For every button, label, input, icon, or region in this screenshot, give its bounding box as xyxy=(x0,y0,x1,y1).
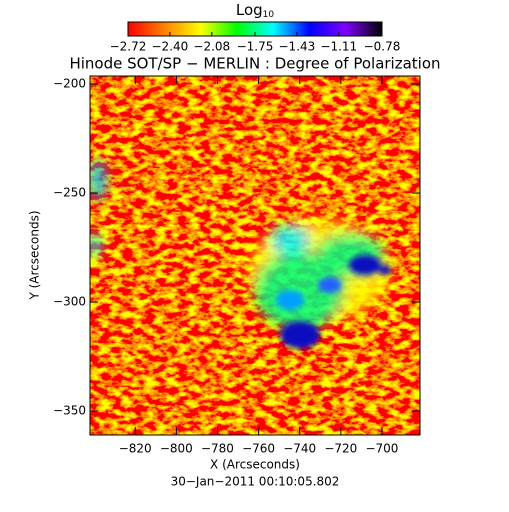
date-label: 30−Jan−2011 00:10:05.802 xyxy=(171,475,340,489)
x-tick-label: −700 xyxy=(365,442,398,456)
heatmap-image xyxy=(90,76,420,435)
x-tick-label: −800 xyxy=(160,442,193,456)
x-axis-label: X (Arcseconds) xyxy=(210,458,300,472)
y-axis-label: Y (Arcseconds) xyxy=(28,210,42,300)
y-tick-label: −300 xyxy=(53,295,86,309)
colorbar-tick-label: −1.11 xyxy=(320,40,357,54)
chart-title: Hinode SOT/SP − MERLIN : Degree of Polar… xyxy=(69,55,440,73)
colorbar-tick-label: −0.78 xyxy=(364,40,401,54)
plot-frame xyxy=(89,75,421,436)
colorbar-tick-label: −1.43 xyxy=(279,40,316,54)
x-tick-label: −720 xyxy=(324,442,357,456)
y-tick-label: −200 xyxy=(53,77,86,91)
colorbar-label: Log10 xyxy=(236,1,275,20)
x-tick-label: −780 xyxy=(201,442,234,456)
x-tick-label: −820 xyxy=(119,442,152,456)
colorbar-tick-label: −2.40 xyxy=(152,40,189,54)
colorbar-tick-label: −2.08 xyxy=(193,40,230,54)
y-tick-label: −250 xyxy=(53,186,86,200)
colorbar-tick-label: −2.72 xyxy=(110,40,147,54)
x-tick-label: −740 xyxy=(283,442,316,456)
x-tick-label: −760 xyxy=(242,442,275,456)
colorbar: Log10 xyxy=(127,1,383,37)
y-tick-label: −350 xyxy=(53,404,86,418)
colorbar-tick-label: −1.75 xyxy=(237,40,274,54)
